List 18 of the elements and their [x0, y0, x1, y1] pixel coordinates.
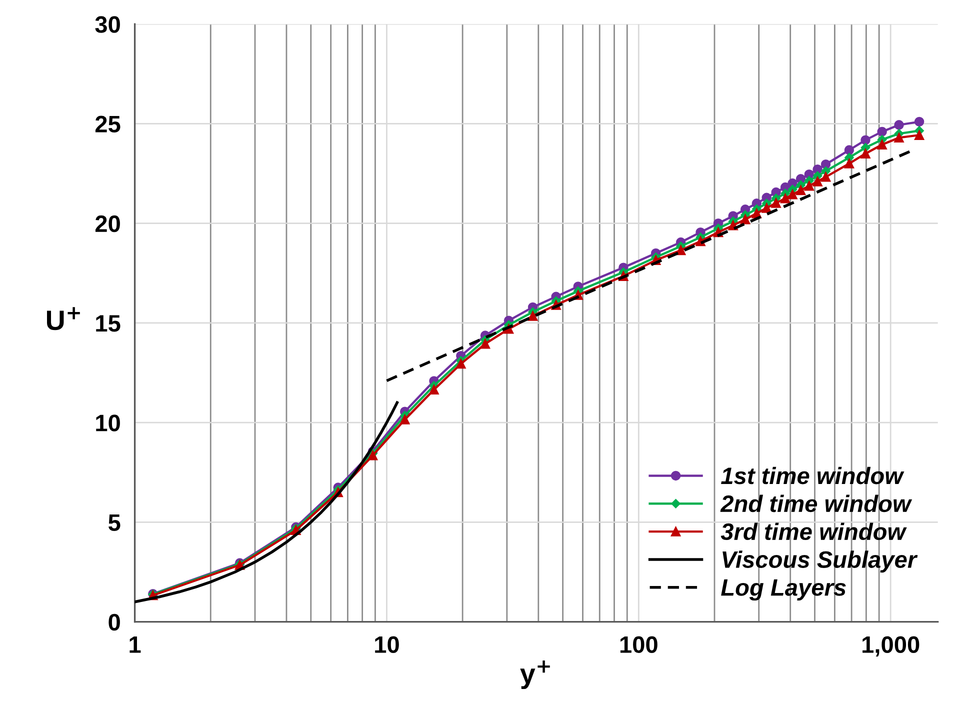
x-tick-label: 100 — [620, 636, 658, 654]
x-tick-label: 1,000 — [862, 636, 920, 656]
legend-label: 1st time window — [721, 466, 904, 484]
legend-label: 3rd time window — [720, 522, 907, 540]
x-tick-label: 1 — [130, 636, 141, 653]
x-tick-label: 10 — [375, 636, 399, 654]
y-tick-label: 25 — [95, 116, 120, 133]
y-tick-label: 20 — [95, 215, 120, 232]
y-tick-label: 5 — [108, 514, 120, 531]
x-axis-title: y$^{+}$ — [520, 660, 550, 690]
y-tick-label: 15 — [96, 315, 120, 332]
legend-label: 2nd time window — [720, 494, 912, 512]
legend-label: Viscous Sublayer — [722, 550, 918, 573]
y-axis-title: U$^{+}$ — [47, 307, 80, 330]
y-tick-label: 10 — [96, 414, 120, 432]
legend-label: Log Layers — [721, 579, 846, 601]
y-tick-label: 0 — [108, 614, 120, 631]
y-tick-label: 30 — [95, 16, 120, 33]
